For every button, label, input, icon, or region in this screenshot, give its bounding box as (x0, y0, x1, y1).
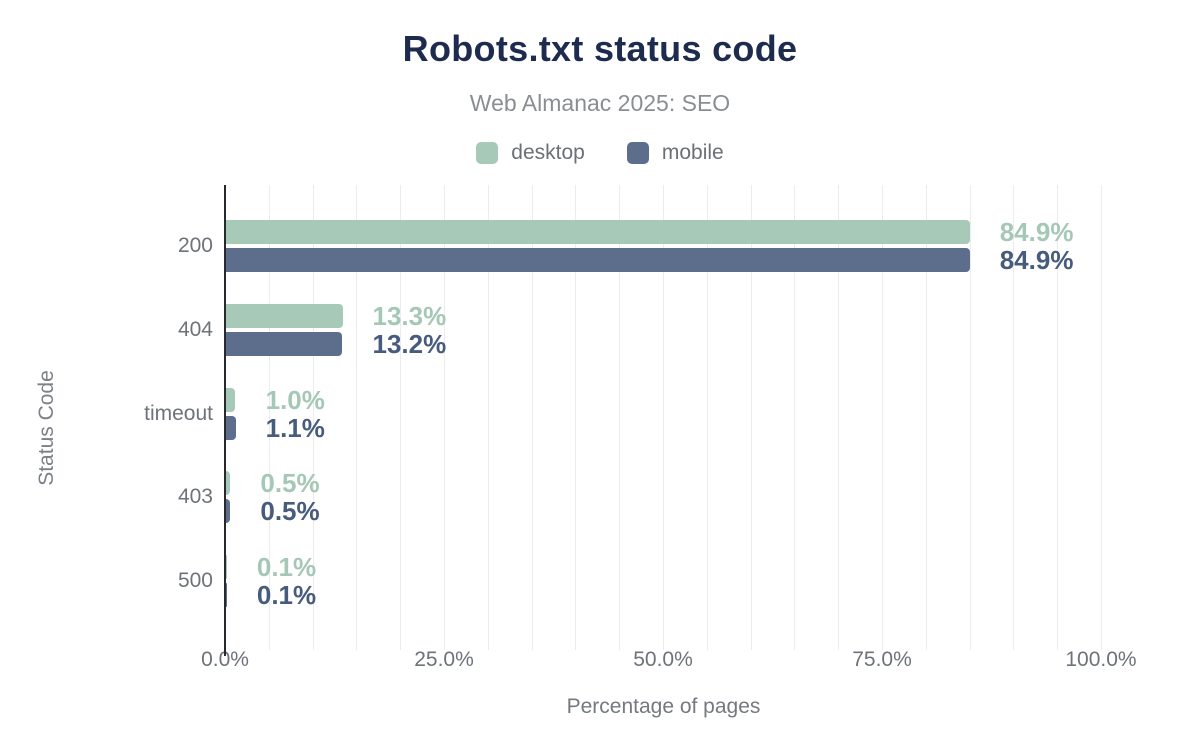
gridline (969, 185, 971, 650)
x-tick-25.0%: 25.0% (414, 648, 474, 671)
category-label-403: 403 (177, 485, 213, 508)
legend-item-mobile[interactable]: mobile (626, 141, 724, 165)
gridline (487, 185, 489, 650)
category-label-200: 200 (177, 234, 213, 257)
y-axis-line (224, 185, 226, 656)
gridline (882, 185, 883, 650)
bar-mobile-timeout[interactable] (226, 416, 236, 440)
gridline (400, 185, 402, 650)
gridline (1101, 185, 1102, 650)
gridline (838, 185, 840, 650)
bar-desktop-200[interactable] (226, 220, 970, 244)
x-tick-100.0%: 100.0% (1065, 648, 1137, 671)
x-axis-title: Percentage of pages (566, 695, 761, 718)
gridline (444, 185, 445, 650)
value-label-desktop-404: 13.3% (372, 301, 447, 331)
value-label-mobile-403: 0.5% (260, 496, 320, 526)
value-label-desktop-500: 0.1% (256, 552, 317, 582)
bar-desktop-500[interactable] (226, 555, 227, 579)
category-label-404: 404 (177, 318, 213, 341)
value-label-desktop-timeout: 1.0% (265, 385, 325, 415)
y-axis-title: Status Code (35, 370, 58, 486)
gridline (663, 185, 664, 650)
legend-label-mobile: mobile (661, 141, 724, 164)
value-label-mobile-200: 84.9% (999, 245, 1074, 275)
desktop-swatch-icon (476, 142, 499, 164)
legend: desktop mobile (0, 141, 1200, 165)
chart-title: Robots.txt status code (402, 28, 798, 69)
mobile-swatch-icon (626, 142, 649, 164)
legend-item-desktop[interactable]: desktop (476, 141, 585, 165)
bar-mobile-404[interactable] (226, 332, 342, 356)
value-label-desktop-200: 84.9% (999, 217, 1074, 247)
gridline (356, 185, 358, 650)
gridline (794, 185, 796, 650)
x-tick-75.0%: 75.0% (852, 648, 912, 671)
x-tick-0.0%: 0.0% (201, 648, 249, 671)
gridline (312, 185, 314, 650)
x-tick-50.0%: 50.0% (633, 648, 693, 671)
bar-mobile-500[interactable] (226, 583, 227, 607)
value-label-desktop-403: 0.5% (260, 468, 320, 498)
gridline (575, 185, 577, 650)
bar-desktop-403[interactable] (226, 471, 231, 495)
value-label-mobile-500: 0.1% (256, 580, 317, 610)
gridline (268, 185, 270, 650)
gridline (619, 185, 621, 650)
gridline (531, 185, 533, 650)
gridline (1057, 185, 1059, 650)
gridline (706, 185, 708, 650)
bar-desktop-404[interactable] (226, 304, 343, 328)
chart-subtitle: Web Almanac 2025: SEO (469, 90, 731, 116)
bar-mobile-200[interactable] (226, 248, 970, 272)
value-label-mobile-timeout: 1.1% (265, 413, 325, 443)
value-label-mobile-404: 13.2% (372, 329, 447, 359)
bar-mobile-403[interactable] (226, 499, 231, 523)
gridline (925, 185, 927, 650)
legend-label-desktop: desktop (511, 141, 585, 164)
gridline (750, 185, 752, 650)
category-label-timeout: timeout (144, 402, 213, 425)
category-label-500: 500 (177, 569, 213, 592)
bar-desktop-timeout[interactable] (226, 388, 235, 412)
gridline (1013, 185, 1015, 650)
